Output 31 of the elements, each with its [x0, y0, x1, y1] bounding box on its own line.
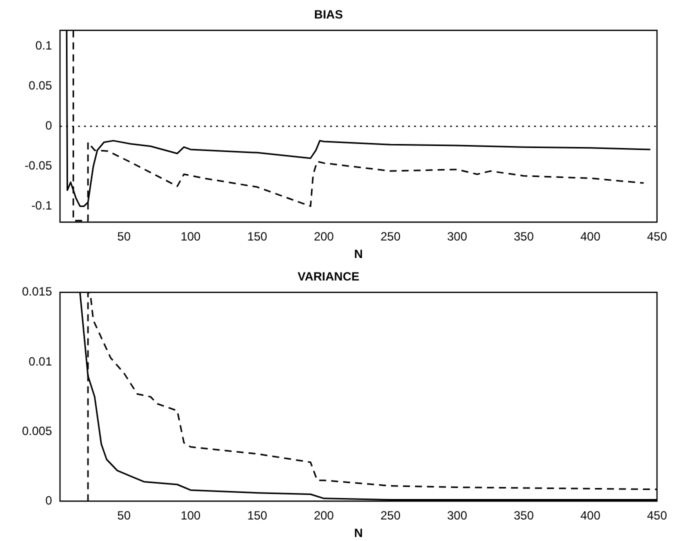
x-tick-label: 450	[646, 230, 668, 244]
x-tick-label: 250	[380, 230, 401, 244]
x-tick-label: 350	[514, 508, 534, 523]
x-axis-title: N	[354, 247, 363, 262]
x-tick-label: 200	[314, 508, 334, 523]
y-tick-label: -0.05	[24, 158, 52, 173]
y-tick-label: 0.05	[28, 78, 52, 93]
x-tick-label: 250	[380, 508, 401, 523]
chart-title: BIAS	[314, 8, 343, 22]
x-tick-label: 150	[247, 508, 268, 523]
y-tick-label: -0.1	[31, 198, 52, 213]
y-tick-label: 0.01	[28, 354, 52, 368]
y-tick-label: 0.015	[22, 284, 52, 299]
y-tick-label: 0	[45, 118, 52, 133]
x-tick-label: 300	[447, 508, 468, 523]
x-tick-label: 100	[180, 508, 201, 523]
x-tick-label: 450	[646, 508, 668, 523]
x-tick-label: 150	[247, 230, 268, 244]
x-tick-label: 350	[514, 230, 534, 244]
x-tick-label: 400	[580, 230, 601, 244]
y-tick-label: 0.005	[22, 424, 52, 438]
x-tick-label: 50	[117, 230, 131, 244]
chart-title: VARIANCE	[298, 270, 360, 284]
x-tick-label: 400	[580, 508, 601, 523]
x-tick-label: 100	[180, 230, 201, 244]
x-tick-label: 200	[314, 230, 334, 244]
x-tick-label: 300	[447, 230, 468, 244]
x-axis-title: N	[354, 526, 363, 540]
x-tick-label: 50	[117, 508, 131, 523]
y-tick-label: 0.1	[35, 38, 52, 53]
y-tick-label: 0	[45, 494, 52, 508]
